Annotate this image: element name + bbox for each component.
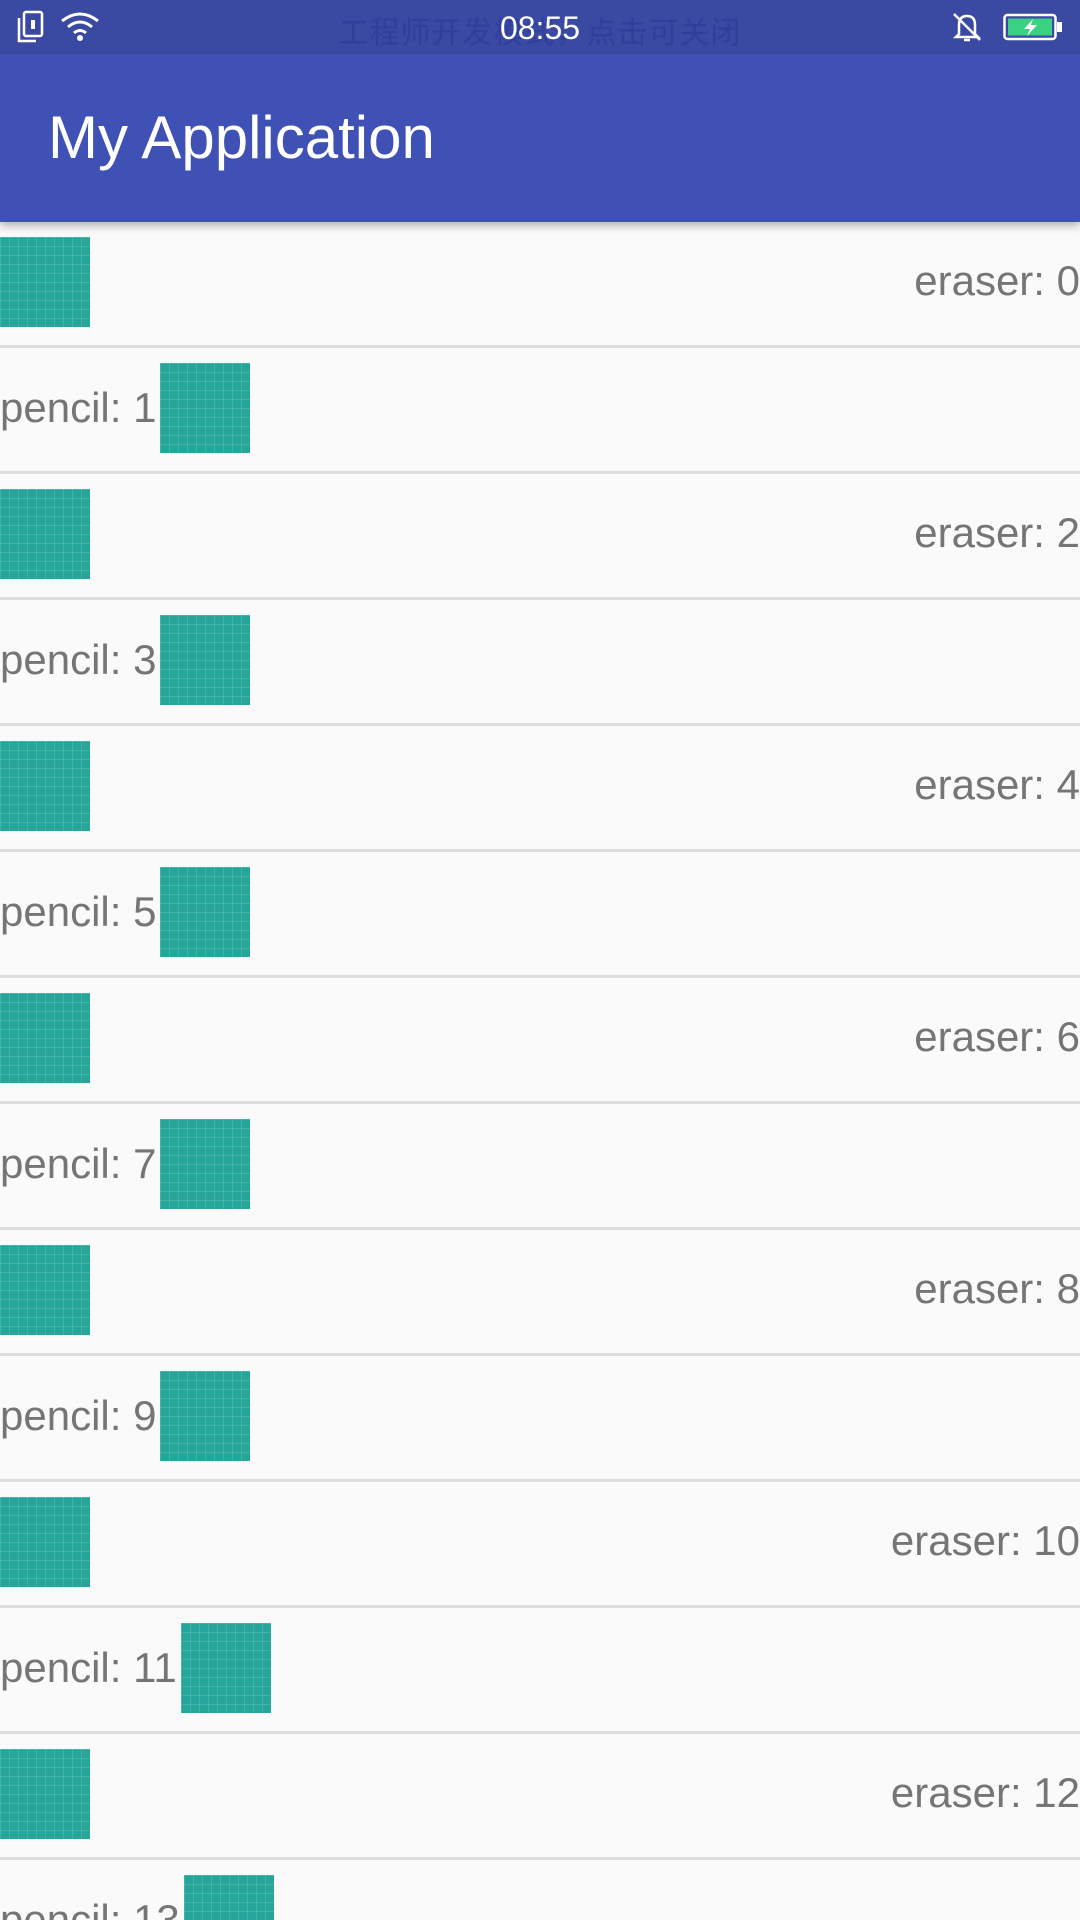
eraser-label: eraser: 12 xyxy=(890,1769,1080,1816)
pencil-row-content: pencil: 9 xyxy=(0,1356,251,1476)
eraser-swatch-image xyxy=(0,993,90,1083)
pencil-swatch-image xyxy=(160,615,251,705)
pencil-label: pencil: 1 xyxy=(0,384,157,431)
pencil-swatch-image xyxy=(183,1875,274,1920)
eraser-swatch-image xyxy=(0,237,90,327)
pencil-row-content: pencil: 7 xyxy=(0,1104,251,1224)
pencil-swatch-image xyxy=(160,363,251,453)
eraser-swatch-image xyxy=(0,741,90,831)
pencil-label: pencil: 11 xyxy=(0,1644,177,1691)
item-list[interactable]: eraser: 0 pencil: 1 eraser: 2 pencil: 3 eras… xyxy=(0,222,1080,1920)
list-item[interactable]: eraser: 12 xyxy=(0,1734,1080,1860)
pencil-swatch-image xyxy=(160,1371,251,1461)
list-item[interactable]: pencil: 3 xyxy=(0,600,1080,726)
eraser-label: eraser: 6 xyxy=(914,1013,1080,1060)
list-item[interactable]: eraser: 6 xyxy=(0,978,1080,1104)
pencil-row-content: pencil: 3 xyxy=(0,600,251,720)
list-item[interactable]: eraser: 4 xyxy=(0,726,1080,852)
pencil-label: pencil: 3 xyxy=(0,636,157,683)
developer-mode-notice[interactable]: 工程师开发模式，点击可关闭 xyxy=(338,17,742,50)
pencil-label: pencil: 5 xyxy=(0,888,157,935)
list-item[interactable]: pencil: 13 xyxy=(0,1860,1080,1920)
list-item[interactable]: pencil: 11 xyxy=(0,1608,1080,1734)
pencil-swatch-image xyxy=(160,867,251,957)
list-item[interactable]: eraser: 0 xyxy=(0,222,1080,348)
app-title: My Application xyxy=(48,104,435,171)
eraser-swatch-image xyxy=(0,1749,90,1839)
pencil-label: pencil: 7 xyxy=(0,1140,157,1187)
eraser-label: eraser: 4 xyxy=(914,761,1080,808)
list-item[interactable]: pencil: 5 xyxy=(0,852,1080,978)
pencil-swatch-image xyxy=(180,1623,271,1713)
pencil-row-content: pencil: 13 xyxy=(0,1860,274,1920)
list-item[interactable]: eraser: 2 xyxy=(0,474,1080,600)
sim-card-icon xyxy=(17,10,44,43)
list-item[interactable]: pencil: 9 xyxy=(0,1356,1080,1482)
eraser-swatch-image xyxy=(0,489,90,579)
eraser-swatch-image xyxy=(0,1245,90,1335)
pencil-row-content: pencil: 11 xyxy=(0,1608,271,1728)
battery-charging-icon xyxy=(1003,13,1062,41)
pencil-swatch-image xyxy=(160,1119,251,1209)
list-item[interactable]: pencil: 1 xyxy=(0,348,1080,474)
list-item[interactable]: eraser: 8 xyxy=(0,1230,1080,1356)
pencil-row-content: pencil: 5 xyxy=(0,852,251,972)
notifications-off-icon xyxy=(952,13,982,42)
list-item[interactable]: pencil: 7 xyxy=(0,1104,1080,1230)
wifi-icon xyxy=(61,12,99,41)
eraser-label: eraser: 10 xyxy=(890,1517,1080,1564)
list-item[interactable]: eraser: 10 xyxy=(0,1482,1080,1608)
eraser-label: eraser: 2 xyxy=(914,509,1080,556)
eraser-label: eraser: 0 xyxy=(914,257,1080,304)
eraser-swatch-image xyxy=(0,1497,90,1587)
app-bar: My Application xyxy=(0,54,1080,222)
pencil-label: pencil: 9 xyxy=(0,1392,157,1439)
status-bar: 工程师开发模式，点击可关闭 08:55 xyxy=(0,0,1080,54)
status-time: 08:55 xyxy=(499,10,581,46)
pencil-label: pencil: 13 xyxy=(0,1896,180,1920)
pencil-row-content: pencil: 1 xyxy=(0,348,251,468)
eraser-label: eraser: 8 xyxy=(914,1265,1080,1312)
